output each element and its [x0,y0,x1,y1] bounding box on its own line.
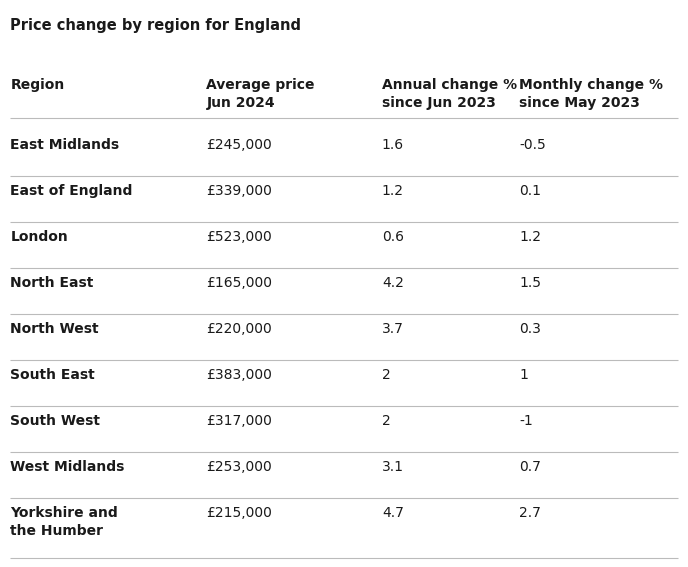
Text: 0.1: 0.1 [519,184,541,198]
Text: 1.5: 1.5 [519,276,541,290]
Text: Price change by region for England: Price change by region for England [10,18,301,33]
Text: 4.2: 4.2 [382,276,404,290]
Text: East of England: East of England [10,184,133,198]
Text: Yorkshire and
the Humber: Yorkshire and the Humber [10,506,118,538]
Text: North East: North East [10,276,94,290]
Text: Average price
Jun 2024: Average price Jun 2024 [206,78,315,110]
Text: 1: 1 [519,368,528,382]
Text: Annual change %
since Jun 2023: Annual change % since Jun 2023 [382,78,517,110]
Text: £220,000: £220,000 [206,322,272,336]
Text: 0.3: 0.3 [519,322,541,336]
Text: £253,000: £253,000 [206,460,272,474]
Text: 4.7: 4.7 [382,506,404,520]
Text: £317,000: £317,000 [206,414,272,428]
Text: North West: North West [10,322,99,336]
Text: £383,000: £383,000 [206,368,272,382]
Text: 0.7: 0.7 [519,460,541,474]
Text: 2: 2 [382,414,391,428]
Text: 0.6: 0.6 [382,230,404,244]
Text: East Midlands: East Midlands [10,138,120,152]
Text: 1.2: 1.2 [382,184,404,198]
Text: West Midlands: West Midlands [10,460,125,474]
Text: Region: Region [10,78,65,92]
Text: 2: 2 [382,368,391,382]
Text: -1: -1 [519,414,533,428]
Text: £523,000: £523,000 [206,230,272,244]
Text: 3.7: 3.7 [382,322,404,336]
Text: London: London [10,230,68,244]
Text: £165,000: £165,000 [206,276,272,290]
Text: £339,000: £339,000 [206,184,272,198]
Text: -0.5: -0.5 [519,138,546,152]
Text: 2.7: 2.7 [519,506,541,520]
Text: Monthly change %
since May 2023: Monthly change % since May 2023 [519,78,663,110]
Text: 3.1: 3.1 [382,460,404,474]
Text: South West: South West [10,414,100,428]
Text: 1.6: 1.6 [382,138,404,152]
Text: £215,000: £215,000 [206,506,272,520]
Text: £245,000: £245,000 [206,138,272,152]
Text: South East: South East [10,368,95,382]
Text: 1.2: 1.2 [519,230,541,244]
